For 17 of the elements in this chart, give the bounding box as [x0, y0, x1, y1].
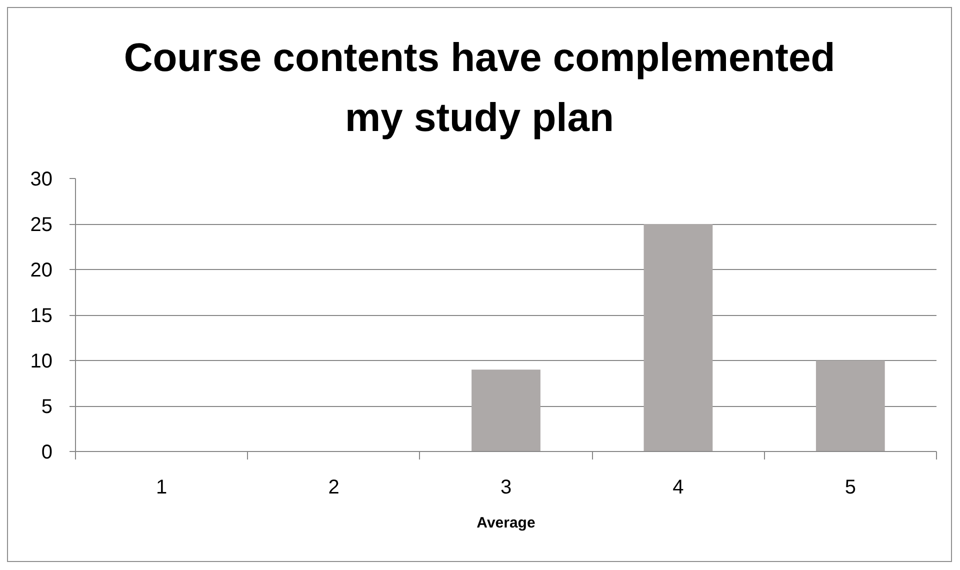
y-tick-label: 15 [30, 305, 53, 327]
chart-title: Course contents have complemented my study plan [124, 35, 836, 142]
x-axis-title: Average [476, 514, 536, 532]
bar [472, 370, 540, 452]
bar [816, 360, 885, 452]
x-tick-label: 3 [500, 476, 512, 498]
y-tick-label: 5 [41, 396, 52, 418]
x-tick-label: 2 [328, 476, 340, 498]
y-tick-label: 0 [41, 442, 52, 464]
y-tick-label: 25 [30, 214, 53, 236]
bar [644, 224, 713, 452]
y-tick-label: 10 [30, 350, 53, 372]
x-tick-label: 4 [672, 476, 684, 498]
x-tick-label: 5 [844, 476, 856, 498]
x-tick-label: 1 [156, 476, 168, 498]
y-tick-label: 30 [30, 168, 53, 190]
y-tick-label: 20 [30, 260, 53, 282]
